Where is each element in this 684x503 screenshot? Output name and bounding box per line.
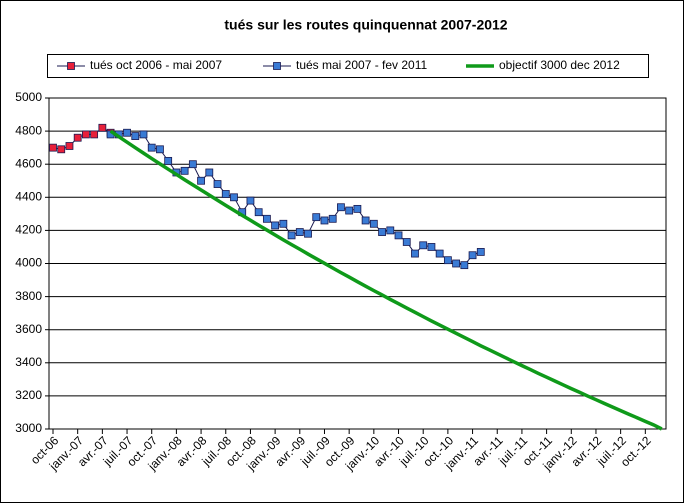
marker [254,208,263,217]
y-tick-label: 4000 [15,256,42,270]
marker [188,160,197,169]
marker [49,143,57,152]
marker [419,241,428,250]
legend: tués oct 2006 - mai 2007 tués mai 2007 - … [57,58,620,72]
marker [98,123,107,132]
marker [304,229,312,238]
legend-label: tués oct 2006 - mai 2007 [90,58,222,72]
marker [369,219,378,228]
marker [65,142,74,150]
marker [156,145,164,154]
marker [197,176,205,185]
plot-border [48,97,667,430]
marker [221,190,230,198]
marker [435,249,444,258]
marker [394,231,403,240]
marker [295,228,304,236]
marker [90,130,99,139]
y-tick-label: 3800 [15,289,42,303]
marker [361,216,370,225]
y-tick-label: 5000 [15,90,42,104]
marker [411,249,419,258]
y-tick-label: 4400 [15,189,42,203]
marker [164,156,173,165]
marker [230,193,238,202]
marker [353,204,362,213]
y-tick-label: 4200 [15,223,42,237]
marker [279,219,288,228]
legend-marker [273,62,281,70]
marker [328,214,337,223]
marker [180,166,189,175]
marker [147,143,156,152]
marker [123,128,131,137]
legend-label: objectif 3000 dec 2012 [499,58,620,72]
marker [320,216,329,225]
marker [460,261,469,270]
marker [57,145,66,154]
legend-label: tués mai 2007 - fev 2011 [296,58,428,72]
y-tick-label: 3600 [15,322,42,336]
marker [131,132,140,140]
marker [427,243,436,251]
marker [287,231,296,240]
series-line [109,129,663,431]
marker [337,203,345,212]
marker [468,251,477,260]
marker [402,238,411,246]
marker [452,259,461,268]
legend-box [47,54,649,78]
marker [312,213,321,222]
marker [386,226,395,235]
marker [443,256,452,265]
marker [213,180,222,188]
marker [246,196,255,205]
y-tick-label: 4800 [15,123,42,137]
marker [73,133,82,142]
legend-marker [67,62,75,70]
marker [345,206,354,215]
marker [271,221,280,230]
y-tick-label: 3200 [15,388,42,402]
y-tick-label: 3400 [15,355,42,369]
marker [205,168,214,177]
series-line [110,132,481,266]
marker [476,248,485,256]
y-tick-label: 4600 [15,156,42,170]
chart-title: tués sur les routes quinquennat 2007-201… [224,17,507,33]
marker [262,214,271,223]
marker [82,130,90,139]
marker [378,228,386,236]
marker [139,130,148,139]
y-tick-label: 3000 [15,421,42,435]
